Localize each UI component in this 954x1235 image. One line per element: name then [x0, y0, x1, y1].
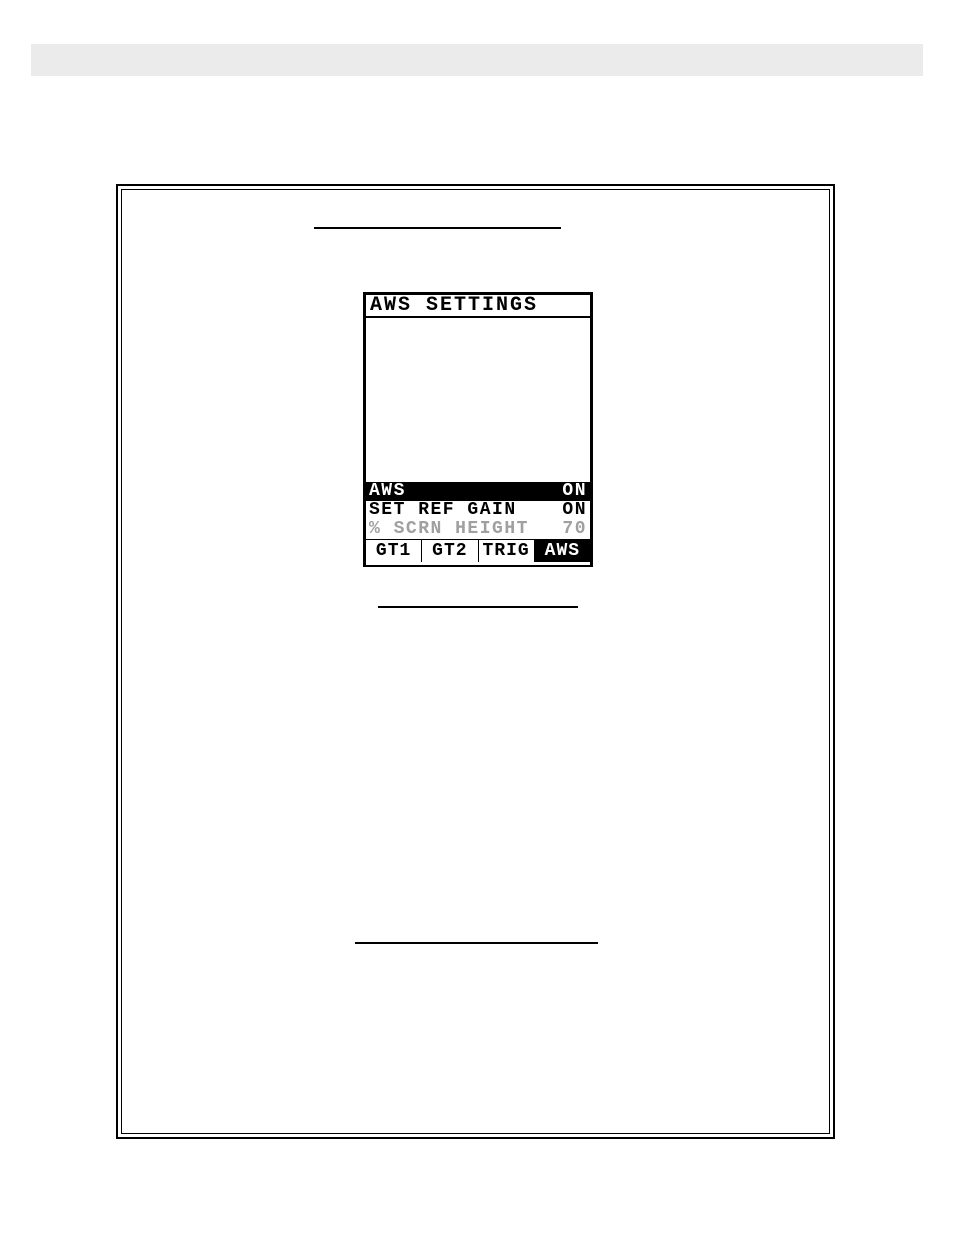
setting-value: 70 [562, 520, 587, 539]
screen-title: AWS SETTINGS [366, 295, 590, 318]
tab-trig[interactable]: TRIG [479, 540, 535, 562]
setting-row-scrn-height: % SCRN HEIGHT 70 [366, 520, 590, 539]
page: AWS SETTINGS AWS ON SET REF GAIN ON % SC… [0, 0, 954, 1235]
tab-label: GT1 [376, 541, 411, 561]
screen-blank-area [366, 318, 590, 482]
setting-label: SET REF GAIN [369, 501, 517, 520]
setting-value: ON [562, 501, 587, 520]
aws-settings-screen: AWS SETTINGS AWS ON SET REF GAIN ON % SC… [363, 292, 593, 567]
tab-aws[interactable]: AWS [535, 540, 590, 562]
header-bar [31, 44, 923, 76]
tab-label: AWS [545, 541, 580, 561]
setting-label: AWS [369, 482, 406, 501]
setting-label: % SCRN HEIGHT [369, 520, 529, 539]
divider-rule [355, 942, 598, 944]
tab-label: TRIG [483, 541, 530, 561]
tab-gt2[interactable]: GT2 [422, 540, 478, 562]
divider-rule [378, 606, 578, 608]
setting-row-set-ref-gain[interactable]: SET REF GAIN ON [366, 501, 590, 520]
divider-rule [314, 227, 561, 229]
tab-gt1[interactable]: GT1 [366, 540, 422, 562]
setting-value: ON [562, 482, 587, 501]
tab-row: GT1 GT2 TRIG AWS [366, 539, 590, 562]
setting-row-aws[interactable]: AWS ON [366, 482, 590, 501]
tab-label: GT2 [432, 541, 467, 561]
